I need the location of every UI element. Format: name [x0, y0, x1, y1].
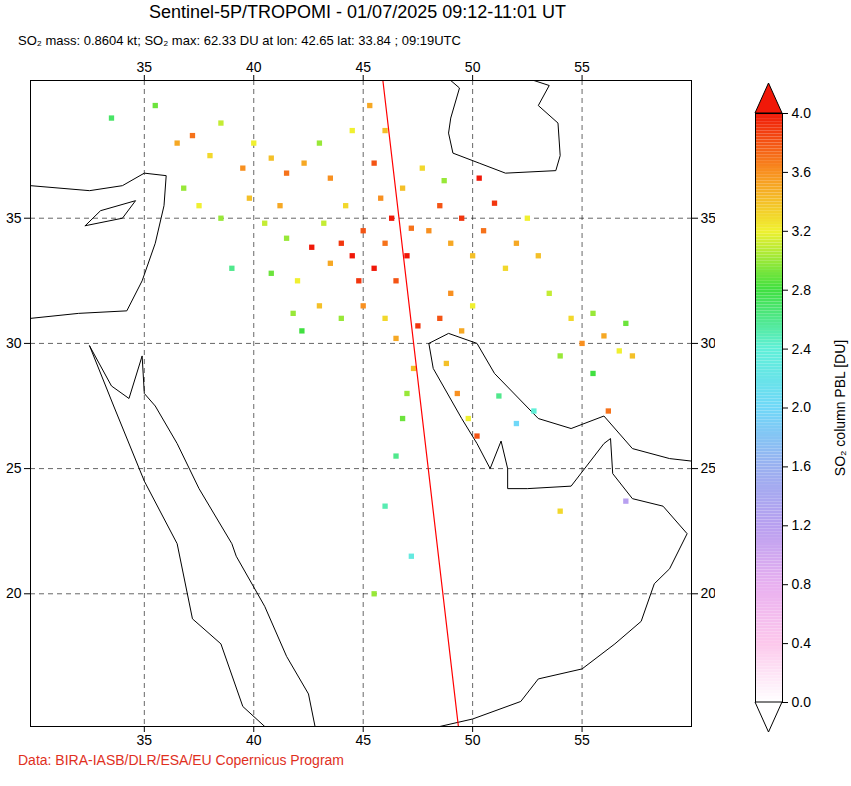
svg-text:1.2: 1.2	[792, 517, 812, 533]
svg-text:40: 40	[246, 732, 262, 748]
html-text:Sentinel-5P/TROPOMI - 01/07/20: Sentinel-5P/TROPOMI - 01/07/2025 09:12-1…	[149, 2, 566, 22]
svg-text:30: 30	[701, 335, 716, 351]
html-text:SO₂ mass: 0.8604 kt; SO₂ max:: SO₂ mass: 0.8604 kt; SO₂ max: 62.33 DU a…	[18, 33, 461, 48]
svg-text:2.0: 2.0	[792, 399, 812, 415]
html-text:Data: BIRA-IASB/DLR/ESA/EU Cop: Data: BIRA-IASB/DLR/ESA/EU Copernicus Pr…	[18, 752, 344, 768]
svg-text:0.4: 0.4	[792, 635, 812, 651]
svg-text:50: 50	[465, 732, 481, 748]
svg-text:35: 35	[137, 732, 153, 748]
svg-text:25: 25	[701, 460, 716, 476]
svg-text:2.4: 2.4	[792, 341, 812, 357]
svg-text:4.0: 4.0	[792, 105, 812, 121]
svg-text:SO₂ column PBL [DU]: SO₂ column PBL [DU]	[832, 340, 848, 476]
svg-text:45: 45	[355, 732, 371, 748]
svg-text:40: 40	[246, 59, 262, 75]
svg-text:25: 25	[6, 460, 22, 476]
svg-text:35: 35	[137, 59, 153, 75]
svg-text:55: 55	[574, 59, 590, 75]
svg-text:3.6: 3.6	[792, 164, 812, 180]
svg-text:20: 20	[6, 585, 22, 601]
svg-text:35: 35	[701, 210, 716, 226]
svg-text:55: 55	[574, 732, 590, 748]
svg-text:3.2: 3.2	[792, 223, 812, 239]
svg-text:20: 20	[701, 585, 716, 601]
svg-text:50: 50	[465, 59, 481, 75]
svg-text:0.8: 0.8	[792, 576, 812, 592]
svg-text:35: 35	[6, 210, 22, 226]
svg-text:2.8: 2.8	[792, 282, 812, 298]
svg-text:0.0: 0.0	[792, 694, 812, 710]
svg-text:1.6: 1.6	[792, 458, 812, 474]
svg-text:45: 45	[355, 59, 371, 75]
svg-text:30: 30	[6, 335, 22, 351]
